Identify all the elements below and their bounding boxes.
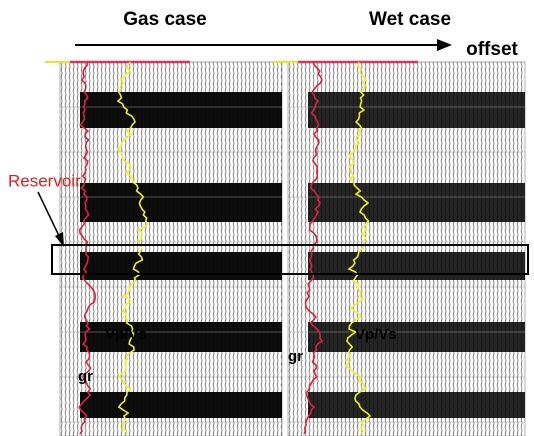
gr-log — [78, 61, 97, 435]
gr-log — [303, 61, 324, 435]
gathers — [45, 60, 526, 436]
arrow-head — [437, 39, 452, 51]
event — [308, 252, 525, 280]
panel-title: Gas case — [123, 9, 206, 30]
annotation: Reservoir — [8, 171, 81, 190]
event — [80, 322, 282, 352]
vpvs-log — [116, 61, 149, 435]
panel-title: Wet case — [369, 9, 451, 30]
event — [80, 183, 282, 222]
curve-label: gr — [78, 368, 93, 385]
event — [308, 322, 525, 352]
pointer — [37, 191, 61, 239]
event — [308, 392, 525, 418]
event — [80, 92, 282, 128]
event — [308, 183, 525, 222]
event — [80, 252, 282, 280]
pointer-head — [55, 232, 64, 247]
vpvs-log — [344, 61, 372, 435]
curve-label: Vp/Vs — [355, 326, 397, 343]
curve-label: Vp/Vs — [105, 326, 147, 343]
event — [80, 392, 282, 418]
reservoir-box — [51, 244, 529, 275]
curve-label: gr — [288, 348, 303, 365]
axis-label: offset — [466, 39, 518, 60]
event — [308, 92, 525, 128]
